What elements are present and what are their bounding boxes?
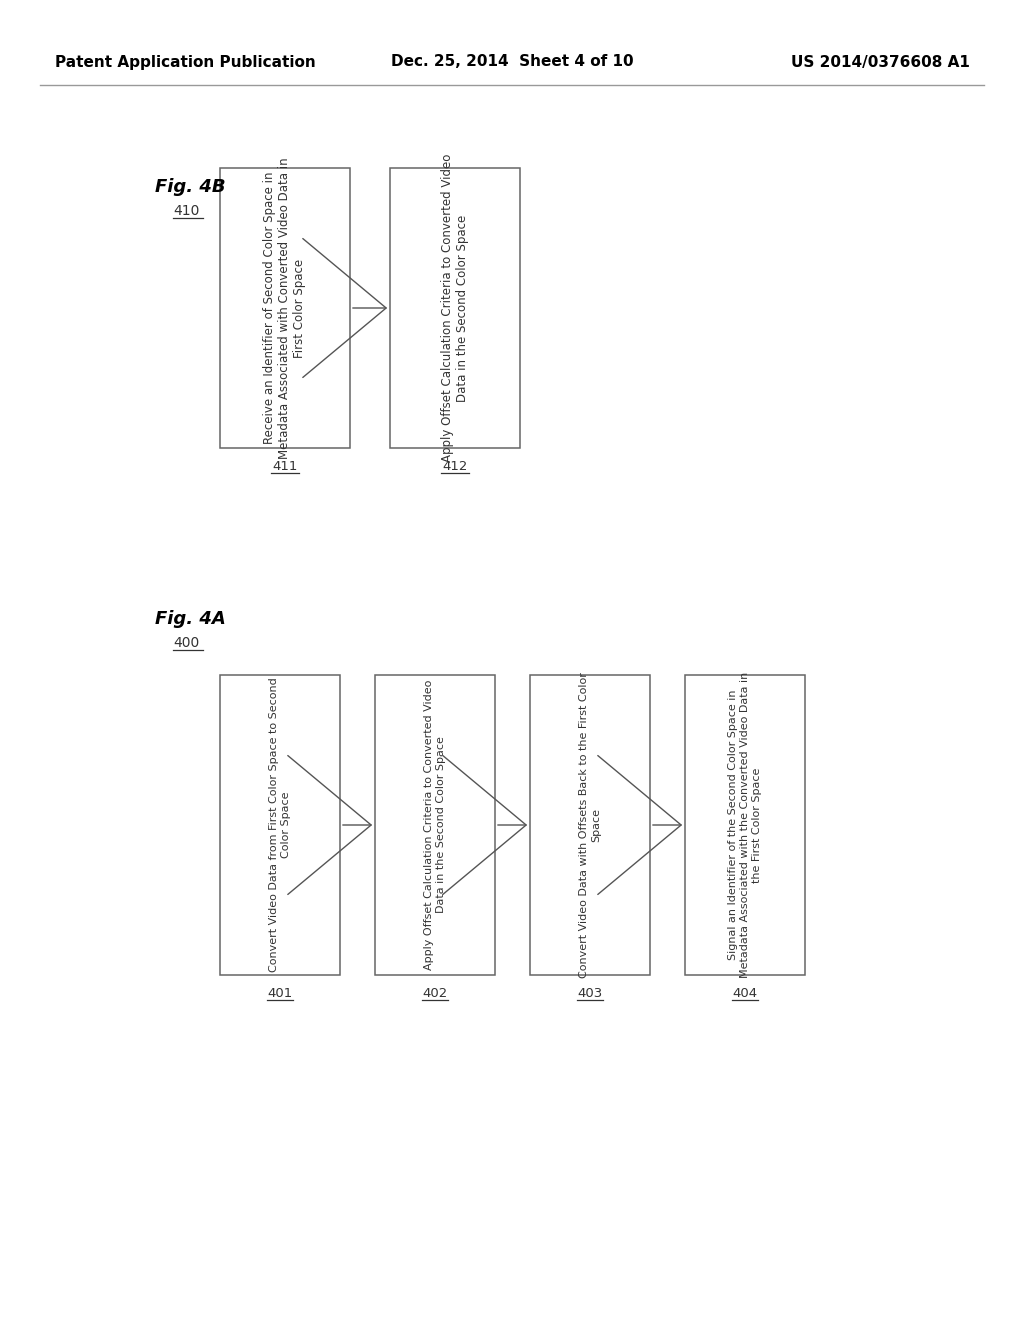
Text: Apply Offset Calculation Criteria to Converted Video
Data in the Second Color Sp: Apply Offset Calculation Criteria to Con…: [441, 154, 469, 462]
Text: 401: 401: [267, 987, 293, 1001]
Bar: [375, 675, 495, 975]
Bar: [220, 675, 340, 975]
Text: 400: 400: [173, 636, 200, 649]
Text: Fig. 4A: Fig. 4A: [155, 610, 225, 628]
Text: 403: 403: [578, 987, 603, 1001]
Text: Fig. 4B: Fig. 4B: [155, 178, 225, 195]
Text: Dec. 25, 2014  Sheet 4 of 10: Dec. 25, 2014 Sheet 4 of 10: [391, 54, 633, 70]
Bar: [685, 675, 805, 975]
Text: Receive an Identifier of Second Color Space in
Metadata Associated with Converte: Receive an Identifier of Second Color Sp…: [263, 157, 306, 459]
Text: Convert Video Data from First Color Space to Second
Color Space: Convert Video Data from First Color Spac…: [269, 677, 291, 973]
Text: US 2014/0376608 A1: US 2014/0376608 A1: [792, 54, 970, 70]
Text: 402: 402: [422, 987, 447, 1001]
Bar: [390, 168, 520, 447]
Text: 411: 411: [272, 459, 298, 473]
Text: 412: 412: [442, 459, 468, 473]
Text: Patent Application Publication: Patent Application Publication: [55, 54, 315, 70]
Text: Apply Offset Calculation Criteria to Converted Video
Data in the Second Color Sp: Apply Offset Calculation Criteria to Con…: [424, 680, 445, 970]
Text: Convert Video Data with Offsets Back to the First Color
Space: Convert Video Data with Offsets Back to …: [580, 672, 601, 978]
Text: Signal an Identifier of the Second Color Space in
Metadata Associated with the C: Signal an Identifier of the Second Color…: [728, 672, 762, 978]
Bar: [220, 168, 350, 447]
Bar: [530, 675, 650, 975]
Text: 410: 410: [173, 205, 200, 218]
Text: 404: 404: [732, 987, 758, 1001]
